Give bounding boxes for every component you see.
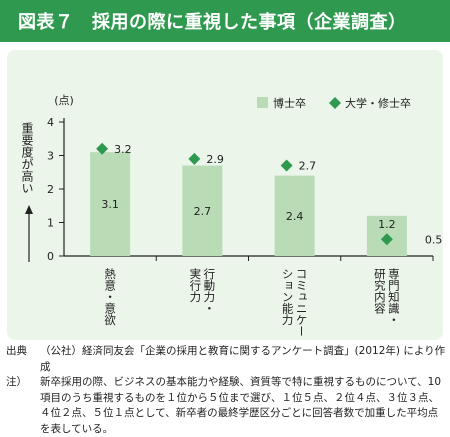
bar-value-label: 2.7 xyxy=(194,205,212,218)
legend-label-undergrad-master: 大学・修士卒 xyxy=(345,96,411,110)
category-label: 専門知識・ xyxy=(387,268,401,326)
y-tick-label: 0 xyxy=(47,250,54,263)
chart-panel xyxy=(7,50,443,340)
category-label: 熱意・意欲 xyxy=(103,268,117,326)
note-label: 注） xyxy=(6,376,27,388)
marker-value-label: 2.9 xyxy=(206,153,224,166)
y-tick-label: 2 xyxy=(47,183,54,196)
marker-value-label: 3.2 xyxy=(114,143,132,156)
source-text: （公社）経済同友会「企業の採用と教育に関するアンケート調査」(2012年) によ… xyxy=(40,345,446,373)
bar-value-label: 3.1 xyxy=(101,198,119,211)
source-label: 出典 xyxy=(6,345,27,357)
method-note: 注） 新卒採用の際、ビジネスの基本能力や経験、資質等で特に重視するものについて、… xyxy=(6,375,446,437)
y-axis-arrow-head xyxy=(25,205,33,214)
footnotes: 出典 （公社）経済同友会「企業の採用と教育に関するアンケート調査」(2012年)… xyxy=(6,344,446,437)
y-tick-label: 4 xyxy=(47,116,54,129)
marker-undergrad-master xyxy=(188,152,201,165)
y-unit-label: (点) xyxy=(54,94,74,107)
source-note: 出典 （公社）経済同友会「企業の採用と教育に関するアンケート調査」(2012年)… xyxy=(6,344,446,375)
figure-title-bar: 図表７ 採用の際に重視した事項（企業調査） xyxy=(0,0,450,42)
marker-undergrad-master xyxy=(380,233,393,246)
legend-label-doctor: 博士卒 xyxy=(273,96,306,110)
marker-value-label: 0.5 xyxy=(425,233,443,246)
legend-swatch-bar xyxy=(257,97,268,108)
bar-doctor xyxy=(274,175,315,256)
marker-undergrad-master xyxy=(96,142,109,155)
note-text: 新卒採用の際、ビジネスの基本能力や経験、資質等で特に重視するものについて、10項… xyxy=(40,376,442,435)
category-label: ション能力 xyxy=(281,268,295,326)
bar-doctor xyxy=(182,165,223,256)
bar-value-label: 2.4 xyxy=(286,210,304,223)
category-label: 行動力・ xyxy=(202,268,216,314)
marker-value-label: 2.7 xyxy=(299,160,317,173)
y-axis-title: 重要度が高い xyxy=(20,122,34,194)
category-label: 研究内容 xyxy=(373,268,387,315)
y-tick-label: 1 xyxy=(47,217,54,230)
bar-doctor xyxy=(90,152,131,256)
legend-swatch-marker xyxy=(329,97,341,109)
marker-undergrad-master xyxy=(280,159,293,172)
figure-title: 図表７ 採用の際に重視した事項（企業調査） xyxy=(18,12,407,33)
category-label: コミュニケー xyxy=(295,268,309,337)
bar-value-label: 1.2 xyxy=(378,218,396,231)
y-tick-label: 3 xyxy=(47,150,54,163)
category-label: 実行力 xyxy=(188,267,202,303)
